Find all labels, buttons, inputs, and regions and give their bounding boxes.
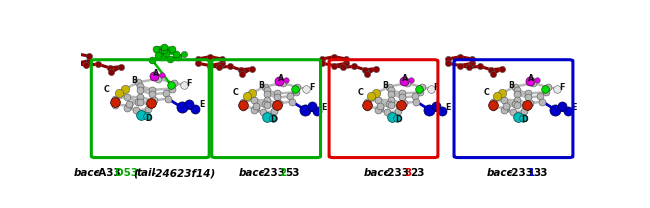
Text: F: F	[560, 83, 565, 92]
Text: F: F	[434, 83, 439, 92]
Text: B: B	[382, 80, 389, 89]
Text: E: E	[571, 103, 577, 112]
Text: 3: 3	[404, 168, 411, 178]
Text: A: A	[278, 74, 284, 83]
Text: bacc: bacc	[487, 168, 514, 178]
Text: bacc: bacc	[74, 168, 101, 178]
Text: E: E	[200, 100, 205, 109]
Text: B: B	[131, 76, 137, 85]
Text: F: F	[187, 79, 192, 88]
Text: C: C	[104, 85, 110, 94]
Text: D: D	[395, 115, 402, 124]
Text: B: B	[508, 80, 515, 89]
Text: D: D	[521, 115, 527, 124]
Text: -233: -233	[259, 168, 285, 178]
Text: C: C	[233, 88, 239, 97]
Text: bacc: bacc	[239, 168, 265, 178]
Text: -233: -233	[384, 168, 410, 178]
Text: E: E	[445, 103, 451, 112]
Text: -24623f14): -24623f14)	[151, 168, 216, 178]
Text: tail: tail	[137, 168, 156, 178]
Text: C: C	[483, 88, 489, 97]
Text: D53: D53	[115, 168, 138, 178]
Text: -233: -233	[507, 168, 533, 178]
Text: D: D	[145, 114, 151, 123]
Text: -A33: -A33	[94, 168, 122, 178]
Text: A: A	[402, 74, 409, 83]
Text: A: A	[153, 69, 159, 78]
Text: 53: 53	[285, 168, 300, 178]
Text: C: C	[358, 88, 363, 97]
Text: E: E	[321, 103, 326, 112]
Text: D: D	[270, 115, 277, 124]
Text: B: B	[258, 80, 264, 89]
Text: 33: 33	[533, 168, 547, 178]
Text: A: A	[528, 74, 534, 83]
Text: F: F	[309, 83, 315, 92]
Text: bacc: bacc	[363, 168, 390, 178]
Text: 1: 1	[527, 168, 535, 178]
Text: 23: 23	[410, 168, 424, 178]
Text: (: (	[133, 168, 138, 178]
Text: 2: 2	[280, 168, 287, 178]
